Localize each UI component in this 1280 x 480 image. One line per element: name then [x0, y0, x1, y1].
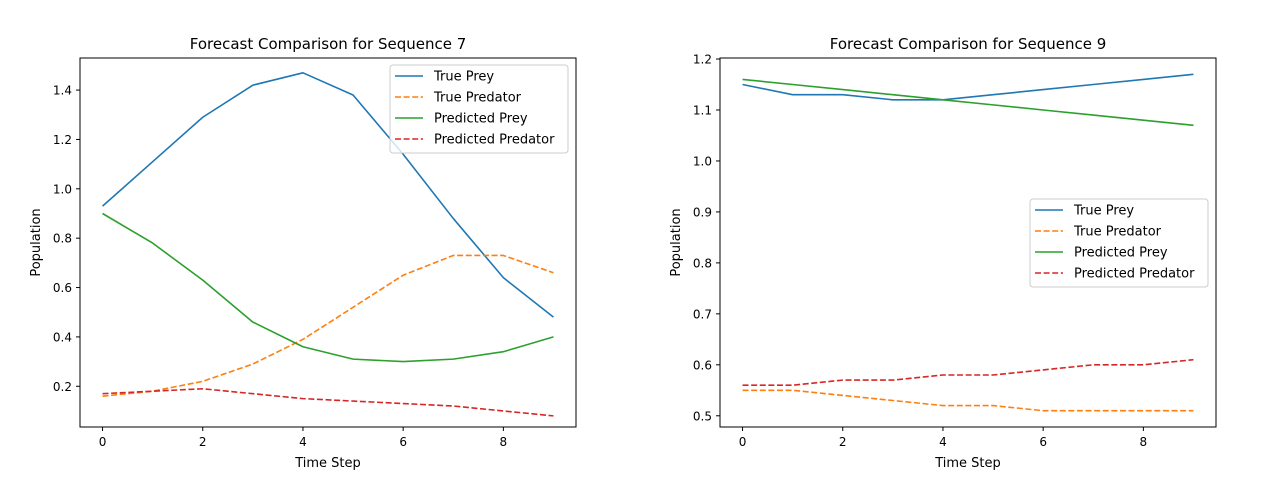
- y-tick-label: 0.6: [693, 358, 712, 372]
- y-tick-label: 1.0: [53, 182, 72, 196]
- y-axis-label: Population: [669, 208, 684, 276]
- y-tick-label: 0.9: [693, 205, 712, 219]
- legend-label: Predicted Prey: [434, 112, 528, 127]
- chart-title: Forecast Comparison for Sequence 7: [190, 35, 467, 53]
- y-tick-label: 1.0: [693, 154, 712, 168]
- axes-frame: [79, 57, 577, 428]
- x-tick-label: 6: [1039, 435, 1047, 449]
- chart-panel-1: Forecast Comparison for Sequence 7 0 2 4 6 8 0…: [29, 35, 577, 471]
- x-axis-label: Time Step: [934, 456, 1001, 471]
- y-tick-label: 0.7: [693, 307, 712, 321]
- series-line-true-predator: [742, 389, 1194, 412]
- y-tick-label: 0.6: [53, 281, 72, 295]
- x-tick-label: 8: [500, 435, 508, 449]
- legend-label: True Prey: [1073, 204, 1134, 219]
- series-line-predicted-predator: [102, 387, 554, 417]
- y-axis-label: Population: [29, 208, 44, 276]
- legend-label: True Predator: [1073, 225, 1162, 240]
- x-tick-label: 0: [739, 435, 747, 449]
- y-tick-label: 0.8: [693, 256, 712, 270]
- x-tick-label: 6: [399, 435, 407, 449]
- legend-label: Predicted Predator: [1074, 267, 1195, 282]
- y-tick-label: 0.4: [53, 330, 72, 344]
- y-tick-label: 0.5: [693, 409, 712, 423]
- x-tick-label: 0: [99, 435, 107, 449]
- series-line-predicted-predator: [742, 358, 1194, 387]
- series-line-true-prey: [102, 72, 554, 318]
- legend: True Prey True Predator Predicted Prey Pred…: [1029, 198, 1209, 288]
- y-tick-label: 1.2: [693, 53, 712, 67]
- y-tick-label: 1.2: [53, 133, 72, 147]
- legend-box: [1029, 198, 1209, 288]
- x-tick-label: 4: [939, 435, 947, 449]
- axes-frame: [719, 57, 1217, 428]
- y-tick-label: 0.2: [53, 380, 72, 394]
- legend: True Prey True Predator Predicted Prey Pred…: [389, 64, 569, 154]
- legend-box: [389, 64, 569, 154]
- series-line-predicted-prey: [742, 78, 1194, 127]
- y-tick-label: 1.4: [53, 84, 72, 98]
- x-tick-label: 4: [299, 435, 307, 449]
- legend-label: Predicted Prey: [1074, 246, 1168, 261]
- legend-label: Predicted Predator: [434, 133, 555, 148]
- chart-panel-2: Forecast Comparison for Sequence 9 0 2 4 6 8 0…: [669, 35, 1217, 471]
- x-axis-label: Time Step: [294, 456, 361, 471]
- series-line-true-predator: [102, 254, 554, 397]
- series-line-predicted-prey: [102, 212, 554, 363]
- x-tick-label: 2: [199, 435, 207, 449]
- y-tick-label: 0.8: [53, 232, 72, 246]
- x-tick-label: 2: [839, 435, 847, 449]
- y-tick-label: 1.1: [693, 103, 712, 117]
- legend-label: True Prey: [433, 70, 494, 85]
- x-tick-label: 8: [1140, 435, 1148, 449]
- chart-title: Forecast Comparison for Sequence 9: [830, 35, 1107, 53]
- legend-label: True Predator: [433, 91, 522, 106]
- series-line-true-prey: [742, 73, 1194, 101]
